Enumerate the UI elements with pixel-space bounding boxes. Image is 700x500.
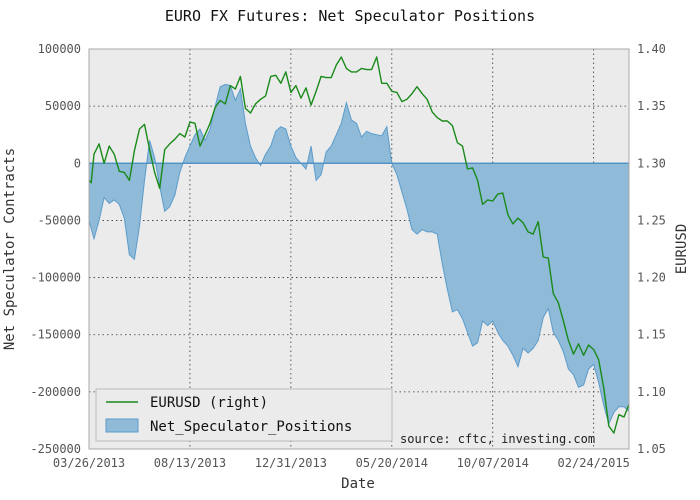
y-tick-label: -250000 (30, 442, 81, 456)
plot-frame (88, 48, 630, 450)
x-ticks: 03/26/2013 08/13/2013 12/31/2013 05/20/2014… (53, 456, 630, 470)
y2-tick-label: 1.05 (637, 442, 666, 456)
legend-label-net-positions: Net_Speculator_Positions (150, 419, 352, 435)
x-axis-label: Date (341, 476, 375, 492)
y-tick-label: 100000 (38, 42, 81, 56)
legend-label-eurusd: EURUSD (right) (150, 395, 268, 411)
x-tick-label: 03/26/2013 (53, 456, 125, 470)
x-tick-label: 02/24/2015 (558, 456, 630, 470)
legend-box (95, 388, 393, 442)
y2-tick-label: 1.40 (637, 42, 666, 56)
y-tick-label: -100000 (30, 271, 81, 285)
net-speculator-positions-area (88, 83, 630, 426)
x-tick-label: 10/07/2014 (457, 456, 529, 470)
y-tick-label: -50000 (38, 213, 81, 227)
y-axis-label: Net Speculator Contracts (2, 148, 18, 350)
y-tick-label: 50000 (45, 99, 81, 113)
y-tick-label: -200000 (30, 385, 81, 399)
legend-area-swatch (105, 418, 139, 433)
x-tick-label: 08/13/2013 (154, 456, 226, 470)
y2-tick-label: 1.20 (637, 271, 666, 285)
left-y-ticks: 100000 50000 0 -50000 -100000 -150000 -200000 -… (30, 42, 81, 456)
net-speculator-area (88, 83, 630, 426)
chart-title: EURO FX Futures: Net Speculator Position… (165, 7, 535, 25)
x-tick-label: 12/31/2013 (255, 456, 327, 470)
y2-tick-label: 1.10 (637, 385, 666, 399)
y2-axis-label: EURUSD (674, 224, 690, 275)
right-y-ticks: 1.40 1.35 1.30 1.25 1.20 1.15 1.10 1.05 (637, 42, 666, 456)
y2-tick-label: 1.15 (637, 328, 666, 342)
y-tick-label: -150000 (30, 328, 81, 342)
y2-tick-label: 1.25 (637, 213, 666, 227)
legend: EURUSD (right) Net_Speculator_Positions (95, 388, 393, 442)
source-annotation: source: cftc, investing.com (400, 432, 595, 446)
eurusd-line-layer (88, 56, 630, 434)
y-tick-label: 0 (74, 156, 81, 170)
y2-tick-label: 1.35 (637, 99, 666, 113)
eurusd-line (88, 56, 630, 434)
x-tick-label: 05/20/2014 (356, 456, 428, 470)
y2-tick-label: 1.30 (637, 156, 666, 170)
